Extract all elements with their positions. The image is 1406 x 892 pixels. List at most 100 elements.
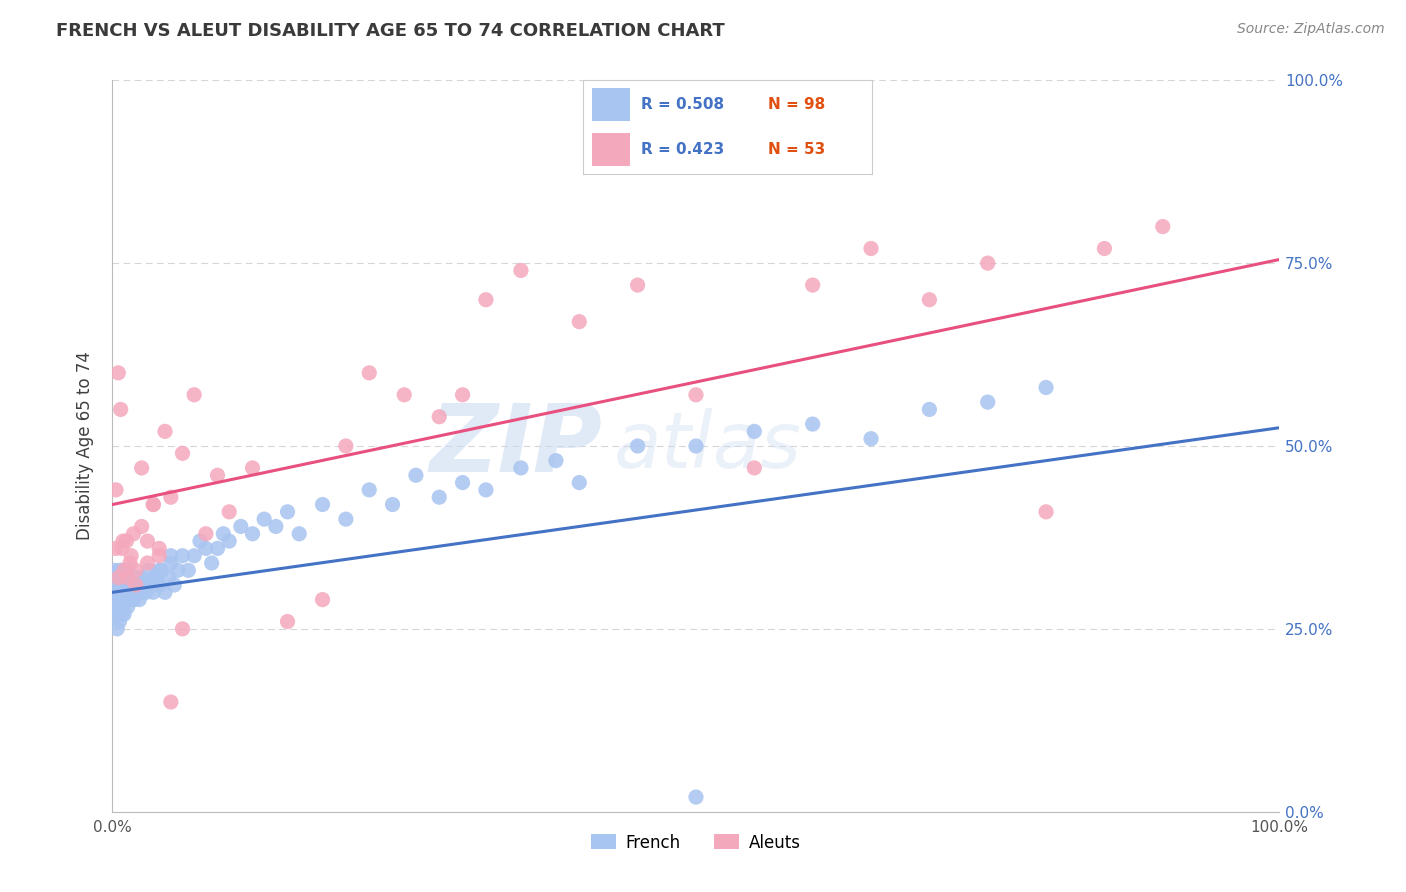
Point bbox=[335, 512, 357, 526]
Point bbox=[115, 578, 138, 592]
Point bbox=[311, 498, 333, 512]
Point bbox=[105, 622, 128, 636]
Point bbox=[976, 395, 998, 409]
Point bbox=[120, 585, 142, 599]
Point bbox=[685, 790, 707, 805]
Point bbox=[125, 571, 148, 585]
Point bbox=[138, 563, 160, 577]
Point bbox=[125, 578, 148, 592]
Point bbox=[115, 534, 138, 549]
Point bbox=[172, 622, 194, 636]
Point bbox=[110, 592, 132, 607]
Bar bbox=[592, 87, 630, 121]
Point bbox=[801, 278, 824, 293]
Point bbox=[918, 293, 941, 307]
Point bbox=[276, 615, 298, 629]
Point bbox=[111, 563, 134, 577]
Point bbox=[107, 585, 129, 599]
Point bbox=[110, 578, 132, 592]
Point bbox=[150, 563, 173, 577]
Point bbox=[118, 578, 141, 592]
Point bbox=[125, 578, 148, 592]
Point bbox=[153, 425, 176, 439]
Point bbox=[108, 563, 131, 577]
Point bbox=[509, 461, 531, 475]
Point bbox=[1152, 219, 1174, 234]
Point bbox=[201, 556, 224, 570]
Point bbox=[451, 475, 474, 490]
Point bbox=[107, 571, 129, 585]
Point bbox=[107, 366, 129, 380]
Point bbox=[110, 402, 132, 417]
Point bbox=[288, 526, 311, 541]
Text: ZIP: ZIP bbox=[430, 400, 603, 492]
Point bbox=[194, 541, 217, 556]
Point bbox=[160, 490, 183, 504]
Point bbox=[104, 483, 127, 497]
Point bbox=[212, 526, 235, 541]
Point bbox=[148, 549, 170, 563]
Point bbox=[427, 409, 450, 424]
Point bbox=[153, 585, 176, 599]
Point bbox=[568, 475, 591, 490]
Point bbox=[111, 592, 134, 607]
Point bbox=[427, 490, 450, 504]
Point bbox=[148, 541, 170, 556]
Point bbox=[111, 585, 134, 599]
Point bbox=[117, 571, 139, 585]
Point bbox=[111, 578, 134, 592]
Point bbox=[335, 439, 357, 453]
Text: R = 0.508: R = 0.508 bbox=[641, 96, 724, 112]
Point bbox=[108, 585, 131, 599]
Point bbox=[117, 585, 139, 599]
Point bbox=[146, 571, 169, 585]
Point bbox=[131, 585, 153, 599]
Point bbox=[120, 549, 142, 563]
Point bbox=[918, 402, 941, 417]
Point bbox=[157, 571, 180, 585]
Point bbox=[108, 615, 131, 629]
Point bbox=[218, 505, 240, 519]
Point bbox=[229, 519, 252, 533]
Point bbox=[276, 505, 298, 519]
Point bbox=[1035, 380, 1057, 394]
Point bbox=[131, 571, 153, 585]
Point bbox=[475, 293, 498, 307]
Point bbox=[148, 563, 170, 577]
Point bbox=[125, 563, 148, 577]
Point bbox=[359, 366, 381, 380]
Point bbox=[311, 592, 333, 607]
Point bbox=[105, 592, 128, 607]
Point bbox=[135, 585, 157, 599]
Text: FRENCH VS ALEUT DISABILITY AGE 65 TO 74 CORRELATION CHART: FRENCH VS ALEUT DISABILITY AGE 65 TO 74 … bbox=[56, 22, 725, 40]
Point bbox=[104, 585, 127, 599]
Point bbox=[121, 571, 143, 585]
Point bbox=[451, 388, 474, 402]
Text: atlas: atlas bbox=[614, 408, 803, 484]
Point bbox=[172, 446, 194, 460]
Point bbox=[112, 563, 135, 577]
Point bbox=[1035, 505, 1057, 519]
Point bbox=[117, 563, 139, 577]
Point bbox=[104, 607, 127, 622]
Point bbox=[118, 585, 141, 599]
Point bbox=[139, 578, 162, 592]
Point bbox=[105, 578, 128, 592]
Point bbox=[172, 549, 194, 563]
Point bbox=[104, 541, 127, 556]
Point bbox=[131, 519, 153, 533]
Point bbox=[124, 578, 146, 592]
Point bbox=[127, 578, 149, 592]
Point bbox=[183, 549, 205, 563]
Point bbox=[111, 599, 134, 614]
Point bbox=[110, 599, 132, 614]
Point bbox=[111, 534, 134, 549]
Point bbox=[117, 599, 139, 614]
Point bbox=[685, 439, 707, 453]
Point bbox=[107, 599, 129, 614]
Point bbox=[122, 592, 145, 607]
Bar bbox=[592, 133, 630, 167]
Point bbox=[142, 571, 165, 585]
Point bbox=[627, 439, 650, 453]
Point bbox=[142, 585, 165, 599]
